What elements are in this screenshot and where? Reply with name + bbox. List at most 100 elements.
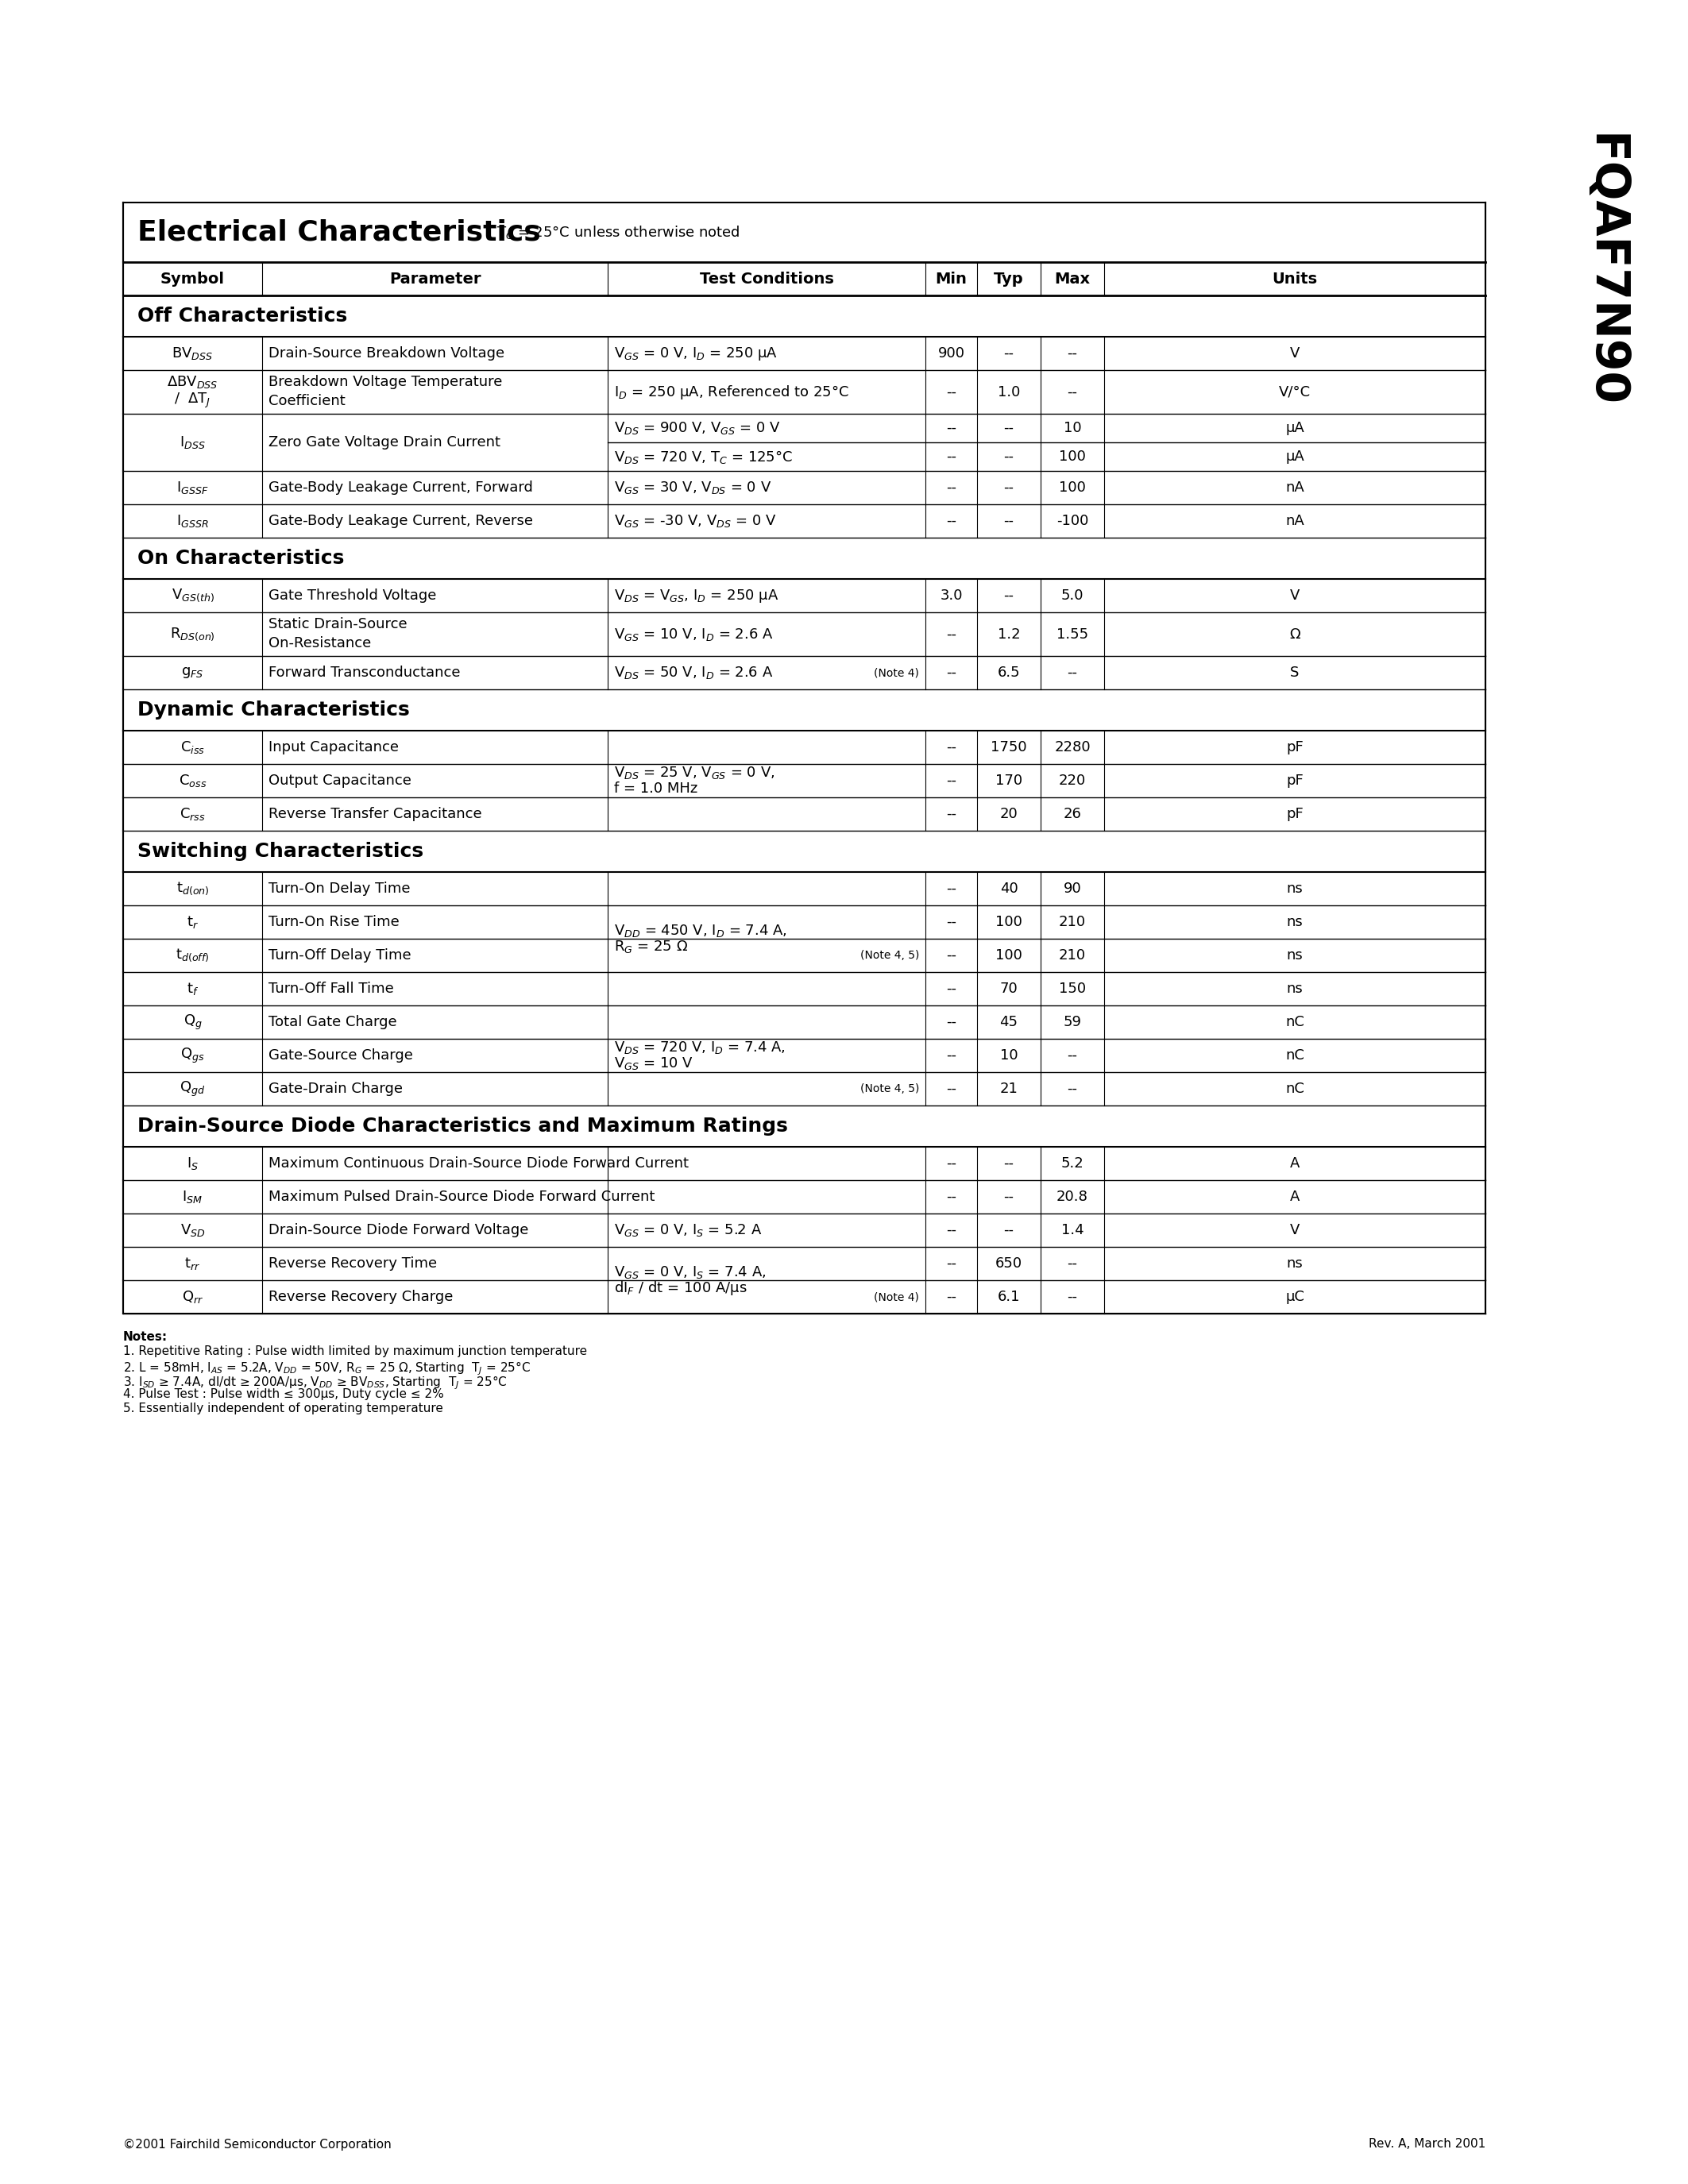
Text: V/°C: V/°C <box>1280 384 1310 400</box>
Text: --: -- <box>1004 1190 1014 1203</box>
Text: t$_{rr}$: t$_{rr}$ <box>184 1256 201 1271</box>
Text: ns: ns <box>1286 882 1303 895</box>
Text: 5.2: 5.2 <box>1062 1155 1084 1171</box>
Text: Electrical Characteristics: Electrical Characteristics <box>137 218 540 247</box>
Text: 2280: 2280 <box>1055 740 1090 753</box>
Text: --: -- <box>945 480 957 496</box>
Text: --: -- <box>1067 1081 1077 1096</box>
Text: V$_{GS}$ = 0 V, I$_S$ = 5.2 A: V$_{GS}$ = 0 V, I$_S$ = 5.2 A <box>614 1223 761 1238</box>
Text: 10: 10 <box>1063 422 1082 435</box>
Text: nC: nC <box>1285 1016 1305 1029</box>
Text: V$_{GS(th)}$: V$_{GS(th)}$ <box>170 587 214 603</box>
Text: ©2001 Fairchild Semiconductor Corporation: ©2001 Fairchild Semiconductor Corporatio… <box>123 2138 392 2151</box>
Text: V: V <box>1290 1223 1300 1238</box>
Text: --: -- <box>1067 1048 1077 1064</box>
Text: --: -- <box>945 915 957 928</box>
Text: V$_{GS}$ = -30 V, V$_{DS}$ = 0 V: V$_{GS}$ = -30 V, V$_{DS}$ = 0 V <box>614 513 776 529</box>
Text: V$_{DS}$ = 720 V, T$_C$ = 125°C: V$_{DS}$ = 720 V, T$_C$ = 125°C <box>614 448 793 465</box>
Text: I$_{SM}$: I$_{SM}$ <box>182 1188 203 1206</box>
Text: t$_r$: t$_r$ <box>187 915 199 930</box>
Text: --: -- <box>1067 1256 1077 1271</box>
Text: --: -- <box>945 384 957 400</box>
Text: --: -- <box>945 981 957 996</box>
Text: --: -- <box>945 1291 957 1304</box>
Text: 210: 210 <box>1058 948 1085 963</box>
Text: (Note 4, 5): (Note 4, 5) <box>859 1083 918 1094</box>
Text: Turn-Off Delay Time: Turn-Off Delay Time <box>268 948 412 963</box>
Text: C$_{rss}$: C$_{rss}$ <box>179 806 206 821</box>
Text: --: -- <box>1004 450 1014 463</box>
Text: (Note 4): (Note 4) <box>874 1291 918 1302</box>
Text: Reverse Recovery Charge: Reverse Recovery Charge <box>268 1291 452 1304</box>
Text: --: -- <box>945 1223 957 1238</box>
Text: f = 1.0 MHz: f = 1.0 MHz <box>614 782 697 795</box>
Text: nC: nC <box>1285 1081 1305 1096</box>
Text: --: -- <box>945 1048 957 1064</box>
Text: 1.55: 1.55 <box>1057 627 1089 642</box>
Text: V: V <box>1290 347 1300 360</box>
Text: --: -- <box>945 422 957 435</box>
Text: Drain-Source Diode Forward Voltage: Drain-Source Diode Forward Voltage <box>268 1223 528 1238</box>
Text: 2. L = 58mH, I$_{AS}$ = 5.2A, V$_{DD}$ = 50V, R$_G$ = 25 Ω, Starting  T$_J$ = 25: 2. L = 58mH, I$_{AS}$ = 5.2A, V$_{DD}$ =… <box>123 1361 530 1376</box>
Text: 21: 21 <box>999 1081 1018 1096</box>
Text: V$_{GS}$ = 0 V, I$_D$ = 250 μA: V$_{GS}$ = 0 V, I$_D$ = 250 μA <box>614 345 778 363</box>
Text: I$_{DSS}$: I$_{DSS}$ <box>179 435 206 450</box>
Text: --: -- <box>1004 513 1014 529</box>
Text: On-Resistance: On-Resistance <box>268 636 371 651</box>
Text: V$_{DS}$ = 25 V, V$_{GS}$ = 0 V,: V$_{DS}$ = 25 V, V$_{GS}$ = 0 V, <box>614 764 775 780</box>
Text: nA: nA <box>1285 513 1305 529</box>
Text: V$_{DD}$ = 450 V, I$_D$ = 7.4 A,: V$_{DD}$ = 450 V, I$_D$ = 7.4 A, <box>614 924 787 939</box>
Text: 1.4: 1.4 <box>1062 1223 1084 1238</box>
Text: --: -- <box>1004 587 1014 603</box>
Text: Dynamic Characteristics: Dynamic Characteristics <box>137 701 410 719</box>
Text: Typ: Typ <box>994 271 1023 286</box>
Text: g$_{FS}$: g$_{FS}$ <box>181 666 204 679</box>
Text: --: -- <box>1067 666 1077 679</box>
Text: 6.5: 6.5 <box>998 666 1020 679</box>
Text: t$_{d(off)}$: t$_{d(off)}$ <box>176 948 209 963</box>
Text: nC: nC <box>1285 1048 1305 1064</box>
Text: 170: 170 <box>996 773 1023 788</box>
Text: Q$_{rr}$: Q$_{rr}$ <box>182 1289 204 1304</box>
Text: C$_{iss}$: C$_{iss}$ <box>181 740 204 756</box>
Text: T$_C$ = 25°C unless otherwise noted: T$_C$ = 25°C unless otherwise noted <box>496 225 739 240</box>
Text: 150: 150 <box>1058 981 1085 996</box>
Text: V$_{GS}$ = 0 V, I$_S$ = 7.4 A,: V$_{GS}$ = 0 V, I$_S$ = 7.4 A, <box>614 1265 766 1280</box>
Text: ns: ns <box>1286 948 1303 963</box>
Text: pF: pF <box>1286 740 1303 753</box>
Text: 90: 90 <box>1063 882 1082 895</box>
Text: Gate-Drain Charge: Gate-Drain Charge <box>268 1081 403 1096</box>
Text: A: A <box>1290 1155 1300 1171</box>
Text: Symbol: Symbol <box>160 271 225 286</box>
Text: Ω: Ω <box>1290 627 1300 642</box>
Text: /  ΔT$_J$: / ΔT$_J$ <box>174 391 211 411</box>
Text: V$_{SD}$: V$_{SD}$ <box>181 1223 206 1238</box>
Text: Units: Units <box>1273 271 1317 286</box>
Text: Turn-On Delay Time: Turn-On Delay Time <box>268 882 410 895</box>
Text: Reverse Transfer Capacitance: Reverse Transfer Capacitance <box>268 806 481 821</box>
Text: 3.0: 3.0 <box>940 587 962 603</box>
Text: --: -- <box>1067 384 1077 400</box>
Text: Drain-Source Breakdown Voltage: Drain-Source Breakdown Voltage <box>268 347 505 360</box>
Text: --: -- <box>945 740 957 753</box>
Text: Switching Characteristics: Switching Characteristics <box>137 841 424 860</box>
Text: Gate-Body Leakage Current, Reverse: Gate-Body Leakage Current, Reverse <box>268 513 533 529</box>
Text: On Characteristics: On Characteristics <box>137 548 344 568</box>
Text: I$_{GSSR}$: I$_{GSSR}$ <box>177 513 209 529</box>
Text: Maximum Pulsed Drain-Source Diode Forward Current: Maximum Pulsed Drain-Source Diode Forwar… <box>268 1190 655 1203</box>
Text: μA: μA <box>1285 450 1305 463</box>
Text: 5. Essentially independent of operating temperature: 5. Essentially independent of operating … <box>123 1402 444 1415</box>
Text: Q$_{gd}$: Q$_{gd}$ <box>179 1079 206 1099</box>
Text: (Note 4): (Note 4) <box>874 666 918 679</box>
Text: Notes:: Notes: <box>123 1330 167 1343</box>
Text: I$_{GSSF}$: I$_{GSSF}$ <box>177 480 209 496</box>
Text: 1. Repetitive Rating : Pulse width limited by maximum junction temperature: 1. Repetitive Rating : Pulse width limit… <box>123 1345 587 1356</box>
Text: 3. I$_{SD}$ ≥ 7.4A, dI/dt ≥ 200A/μs, V$_{DD}$ ≥ BV$_{DSS}$, Starting  T$_J$ = 25: 3. I$_{SD}$ ≥ 7.4A, dI/dt ≥ 200A/μs, V$_… <box>123 1374 508 1391</box>
Text: Drain-Source Diode Characteristics and Maximum Ratings: Drain-Source Diode Characteristics and M… <box>137 1116 788 1136</box>
Text: 1.0: 1.0 <box>998 384 1020 400</box>
Text: I$_S$: I$_S$ <box>187 1155 199 1171</box>
Text: 45: 45 <box>999 1016 1018 1029</box>
Text: --: -- <box>945 1081 957 1096</box>
Text: --: -- <box>1067 1291 1077 1304</box>
Text: Total Gate Charge: Total Gate Charge <box>268 1016 397 1029</box>
